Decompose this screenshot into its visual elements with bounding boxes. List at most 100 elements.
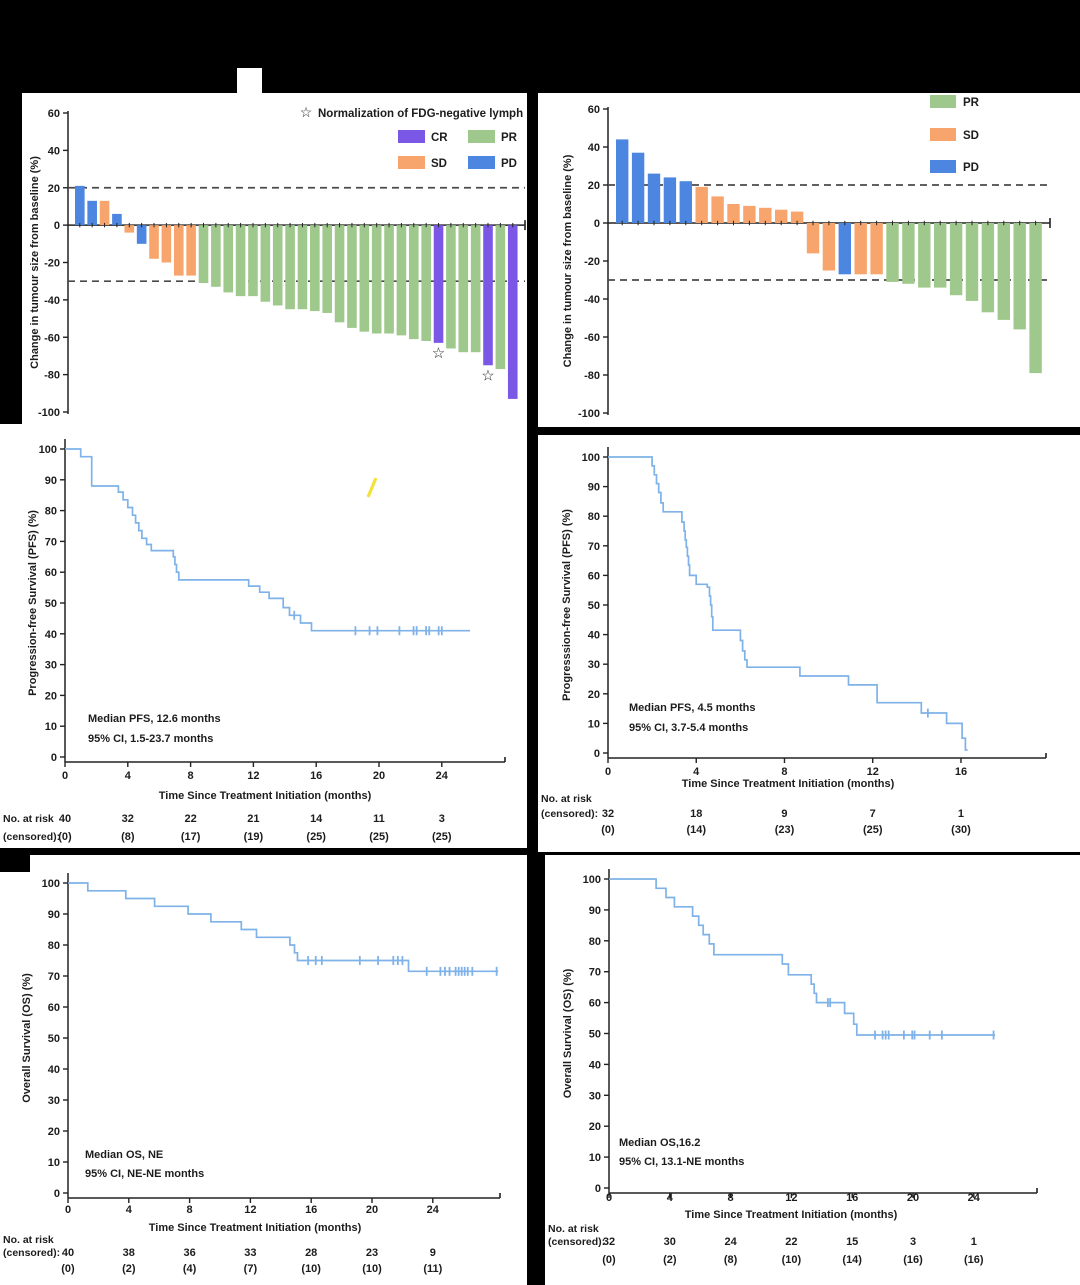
bar: [75, 185, 85, 226]
bar: [949, 223, 963, 296]
median-annotation: Median PFS, 12.6 months: [88, 713, 221, 725]
risk-count: 38: [123, 1247, 135, 1259]
km_os_a-svg: 0 10 20 30 40 50 60 70 80 90 100 0 4 8 12 16 20 24 Overall…: [3, 873, 501, 1275]
risk-row-label: (censored):: [3, 831, 60, 843]
risk-count: (10): [782, 1254, 802, 1266]
y-tick-label: 70: [48, 971, 60, 983]
risk-count: 23: [366, 1247, 378, 1259]
risk-count: 9: [781, 808, 787, 820]
y-tick-label: 20: [45, 690, 57, 702]
x-tick-label: 20: [907, 1192, 919, 1204]
risk-count: 3: [910, 1236, 916, 1248]
y-tick-label: 30: [45, 660, 57, 672]
bar: [334, 225, 345, 323]
y-tick-label: 0: [54, 1188, 60, 1200]
y-tick-label: 20: [48, 183, 60, 195]
legend-label: SD: [431, 158, 447, 170]
km_os_b-svg: 0 10 20 30 40 50 60 70 80 90 100 0 4 8 12 16 20 24 Overall…: [548, 869, 1038, 1266]
risk-count: 40: [59, 813, 71, 825]
risk-count: 33: [244, 1247, 256, 1259]
risk-count: 18: [690, 808, 702, 820]
risk-count: (25): [369, 831, 389, 843]
x-tick-label: 24: [968, 1192, 981, 1204]
y-axis-title: Overall Survival (OS) (%): [562, 968, 574, 1098]
risk-count: 9: [430, 1247, 436, 1259]
bar: [161, 225, 172, 263]
x-tick-label: 24: [427, 1204, 440, 1216]
x-axis-title: Time Since Treatment Initiation (months): [682, 778, 895, 790]
page-scan-black-notch: [0, 855, 30, 872]
x-tick-label: 4: [125, 770, 132, 782]
y-tick-label: 50: [588, 600, 600, 612]
bar: [918, 223, 931, 288]
legend-swatch-pr: [930, 95, 956, 108]
risk-table-header: No. at risk: [548, 1223, 599, 1235]
x-tick-label: 12: [244, 1204, 256, 1216]
bar: [136, 225, 147, 244]
bar: [1013, 223, 1026, 330]
risk-count: 11: [373, 813, 385, 825]
bar: [1029, 223, 1042, 374]
y-tick-label: 70: [588, 541, 600, 553]
risk-row-label: (censored):: [548, 1236, 605, 1248]
bar: [371, 225, 382, 334]
y-tick-label: 90: [45, 475, 57, 487]
bar: [384, 225, 394, 334]
legend-label: PD: [501, 158, 517, 170]
bar: [470, 225, 481, 353]
x-tick-label: 4: [667, 1192, 674, 1204]
bar: [285, 225, 295, 310]
y-tick-label: -20: [584, 256, 600, 268]
waterfall_b-svg: 60 40 20 0 -20 -40 -60 -80 -100 Change in tumour …: [562, 95, 1051, 420]
y-tick-label: 50: [589, 1029, 601, 1041]
risk-count: (0): [61, 1263, 75, 1275]
y-tick-label: 60: [588, 104, 600, 116]
risk-count: (11): [423, 1263, 442, 1275]
risk-count: (10): [362, 1263, 382, 1275]
risk-count: 30: [664, 1236, 676, 1248]
bar: [790, 211, 804, 223]
legend-swatch-sd: [398, 156, 425, 169]
scan-artifact-mark: [366, 477, 378, 498]
y-axis-title: Progresssion-free Survival (PFS) (%): [561, 509, 573, 701]
km-pfs-chart-cohort-b: 0 10 20 30 40 50 60 70 80 90 100 0 4 8 12 16 Progresssio…: [538, 435, 1080, 852]
y-tick-label: 60: [45, 567, 57, 579]
y-tick-label: 20: [589, 1121, 601, 1133]
bar: [495, 225, 506, 370]
risk-count: (2): [663, 1254, 677, 1266]
risk-count: (14): [686, 824, 706, 836]
bar: [965, 223, 979, 301]
y-tick-label: 90: [588, 482, 600, 494]
median-annotation: Median OS,16.2: [619, 1137, 700, 1149]
risk-count: 1: [971, 1236, 977, 1248]
y-tick-label: 30: [48, 1095, 60, 1107]
y-tick-label: 20: [48, 1126, 60, 1138]
y-tick-label: 100: [39, 444, 57, 456]
bar: [759, 207, 772, 223]
legend-label: PR: [963, 97, 980, 109]
legend-label: PR: [501, 132, 518, 144]
risk-count: (23): [775, 824, 795, 836]
y-tick-label: -100: [38, 407, 60, 419]
y-tick-label: 30: [589, 1090, 601, 1102]
y-axis-title: Change in tumour size from baseline (%): [29, 156, 41, 369]
bar: [886, 223, 899, 282]
risk-count: (2): [122, 1263, 136, 1275]
bar: [854, 223, 867, 275]
ci-annotation: 95% CI, 13.1-NE months: [619, 1156, 744, 1168]
risk-count: (0): [58, 831, 72, 843]
y-tick-label: 50: [48, 1033, 60, 1045]
x-axis-title: Time Since Treatment Initiation (months): [149, 1222, 362, 1234]
y-tick-label: -80: [584, 370, 600, 382]
risk-table-header: No. at risk: [541, 793, 592, 805]
bar: [647, 173, 661, 223]
x-tick-label: 16: [310, 770, 322, 782]
risk-count: 36: [183, 1247, 195, 1259]
risk-count: 1: [958, 808, 964, 820]
risk-count: 21: [247, 813, 259, 825]
risk-count: (8): [724, 1254, 738, 1266]
x-tick-label: 0: [606, 1192, 612, 1204]
x-tick-label: 20: [373, 770, 385, 782]
y-tick-label: 20: [588, 689, 600, 701]
